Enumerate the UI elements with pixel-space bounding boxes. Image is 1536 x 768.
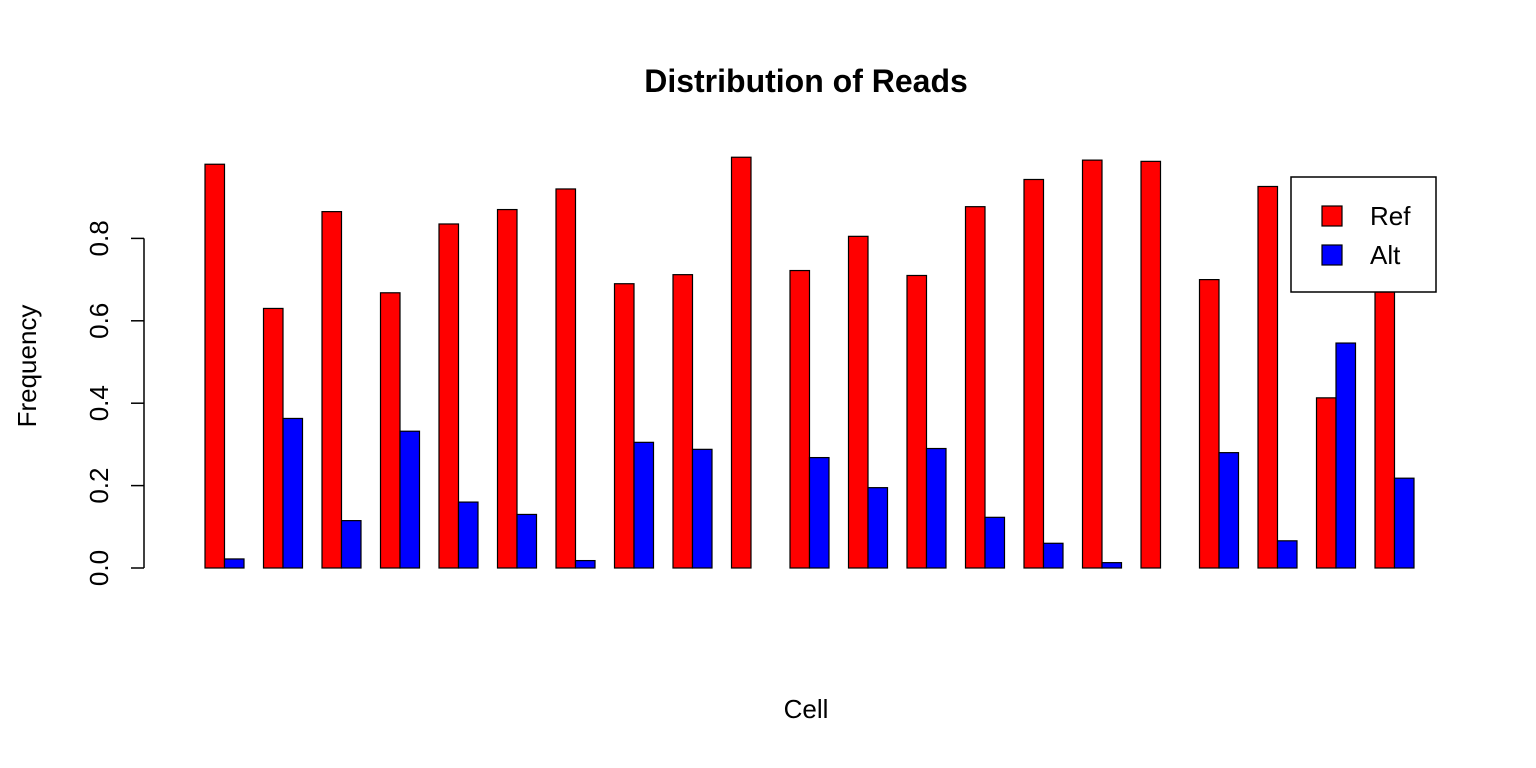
- legend: Ref Alt: [1290, 176, 1437, 293]
- bar-alt-7: [574, 559, 596, 569]
- bar-alt-8: [633, 441, 655, 569]
- legend-swatch-alt: [1321, 244, 1343, 266]
- bar-ref-6: [496, 208, 518, 569]
- bar-ref-8: [613, 283, 635, 569]
- bar-alt-14: [984, 516, 1006, 569]
- bar-ref-5: [438, 223, 460, 569]
- bar-alt-2: [282, 417, 304, 569]
- bar-ref-3: [321, 211, 343, 569]
- y-tick-label: 0.0: [84, 550, 114, 586]
- y-tick-label: 0.2: [84, 468, 114, 504]
- bars-group: [204, 156, 1415, 569]
- bar-alt-20: [1335, 342, 1357, 569]
- bar-alt-21: [1393, 477, 1415, 569]
- bar-alt-5: [457, 501, 479, 569]
- bar-ref-12: [847, 235, 869, 569]
- legend-label-alt: Alt: [1370, 240, 1401, 270]
- bar-ref-17: [1140, 160, 1162, 569]
- y-axis: 0.0 0.2 0.4 0.6 0.8: [84, 220, 145, 586]
- bar-ref-9: [672, 274, 694, 569]
- y-tick-label: 0.6: [84, 303, 114, 339]
- bar-ref-1: [204, 163, 226, 569]
- bar-alt-13: [925, 447, 947, 569]
- y-axis-label: Frequency: [12, 305, 42, 428]
- bar-alt-19: [1276, 540, 1298, 569]
- chart-title: Distribution of Reads: [644, 63, 968, 99]
- y-tick-label: 0.8: [84, 220, 114, 256]
- bar-ref-18: [1198, 279, 1220, 569]
- legend-label-ref: Ref: [1370, 201, 1411, 231]
- bar-alt-15: [1042, 542, 1064, 569]
- bar-ref-15: [1023, 178, 1045, 569]
- bar-ref-13: [906, 274, 928, 569]
- bar-ref-2: [262, 307, 284, 569]
- bar-alt-18: [1218, 452, 1240, 569]
- bar-ref-21: [1374, 246, 1396, 569]
- bar-ref-14: [964, 206, 986, 569]
- y-tick-label: 0.4: [84, 385, 114, 421]
- legend-swatch-ref: [1321, 205, 1343, 227]
- bar-alt-3: [340, 520, 362, 569]
- bar-alt-9: [691, 448, 713, 569]
- bar-ref-20: [1315, 397, 1337, 569]
- bar-alt-12: [867, 487, 889, 569]
- bar-alt-16: [1101, 562, 1123, 569]
- x-axis-label: Cell: [784, 694, 829, 724]
- legend-box: [1290, 176, 1437, 293]
- bar-ref-7: [555, 188, 577, 569]
- bar-alt-1: [223, 558, 245, 569]
- bar-ref-19: [1257, 185, 1279, 569]
- bar-ref-11: [789, 269, 811, 569]
- bar-alt-11: [808, 456, 830, 569]
- bar-alt-6: [516, 513, 538, 569]
- bar-ref-4: [379, 292, 401, 569]
- bar-alt-4: [399, 430, 421, 569]
- bar-ref-16: [1081, 159, 1103, 569]
- bar-ref-10: [730, 156, 752, 569]
